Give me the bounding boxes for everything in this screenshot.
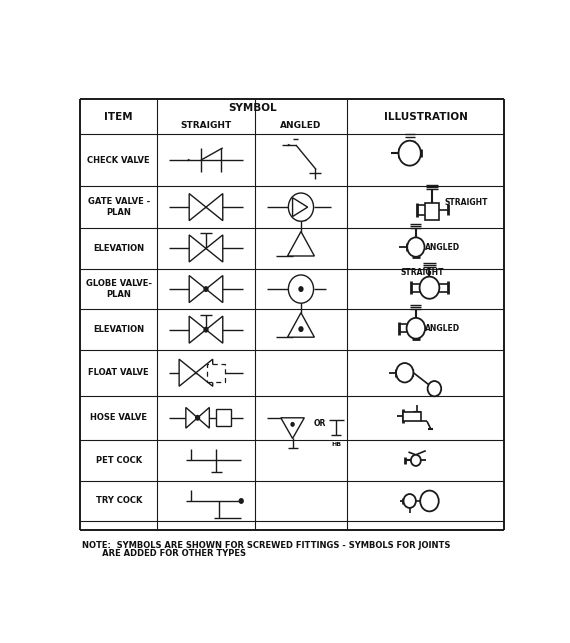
- Polygon shape: [198, 408, 209, 428]
- Text: ILLUSTRATION: ILLUSTRATION: [384, 112, 468, 122]
- Text: FLOAT VALVE: FLOAT VALVE: [88, 368, 149, 377]
- Text: ANGLED: ANGLED: [425, 242, 459, 251]
- Polygon shape: [189, 275, 206, 303]
- Polygon shape: [188, 159, 191, 161]
- Text: ELEVATION: ELEVATION: [93, 244, 144, 253]
- Bar: [216, 410, 231, 426]
- Polygon shape: [196, 359, 213, 386]
- Circle shape: [298, 286, 304, 292]
- Polygon shape: [288, 143, 291, 147]
- Text: STRAIGHT: STRAIGHT: [444, 199, 488, 208]
- Polygon shape: [287, 312, 315, 337]
- Polygon shape: [189, 316, 206, 343]
- Polygon shape: [206, 316, 223, 343]
- Circle shape: [288, 275, 314, 303]
- Circle shape: [290, 422, 295, 427]
- Circle shape: [411, 455, 421, 466]
- Text: PET COCK: PET COCK: [96, 456, 142, 465]
- Circle shape: [406, 318, 425, 339]
- Text: SYMBOL: SYMBOL: [228, 103, 276, 113]
- Circle shape: [396, 363, 413, 383]
- Text: ELEVATION: ELEVATION: [93, 325, 144, 334]
- Circle shape: [298, 326, 304, 332]
- Text: ANGLED: ANGLED: [425, 324, 459, 333]
- Circle shape: [239, 498, 244, 504]
- Polygon shape: [206, 194, 223, 221]
- Circle shape: [195, 415, 200, 421]
- Polygon shape: [287, 231, 315, 256]
- Polygon shape: [206, 275, 223, 303]
- Circle shape: [420, 491, 439, 511]
- Circle shape: [203, 286, 209, 292]
- Text: STRAIGHT: STRAIGHT: [180, 121, 231, 130]
- Polygon shape: [292, 197, 308, 217]
- Circle shape: [420, 276, 439, 299]
- Polygon shape: [281, 418, 304, 439]
- Bar: [404, 412, 421, 421]
- Circle shape: [203, 327, 209, 332]
- Polygon shape: [206, 235, 223, 262]
- Text: CHECK VALVE: CHECK VALVE: [87, 156, 150, 165]
- Text: ARE ADDED FOR OTHER TYPES: ARE ADDED FOR OTHER TYPES: [82, 549, 246, 558]
- Text: HOSE VALVE: HOSE VALVE: [90, 413, 147, 422]
- Polygon shape: [189, 235, 206, 262]
- Circle shape: [398, 141, 421, 166]
- Polygon shape: [179, 359, 196, 386]
- Text: GATE VALVE -
PLAN: GATE VALVE - PLAN: [88, 197, 150, 217]
- Bar: [425, 203, 439, 220]
- Text: OR: OR: [314, 419, 325, 428]
- Text: GLOBE VALVE-
PLAN: GLOBE VALVE- PLAN: [86, 279, 152, 299]
- Text: ITEM: ITEM: [104, 112, 133, 122]
- Circle shape: [404, 494, 416, 508]
- Bar: [207, 364, 225, 382]
- Text: ANGLED: ANGLED: [280, 121, 321, 130]
- Circle shape: [407, 237, 425, 257]
- Text: STRAIGHT: STRAIGHT: [400, 268, 444, 277]
- Text: NOTE:  SYMBOLS ARE SHOWN FOR SCREWED FITTINGS - SYMBOLS FOR JOINTS: NOTE: SYMBOLS ARE SHOWN FOR SCREWED FITT…: [82, 541, 451, 550]
- Text: TRY COCK: TRY COCK: [96, 496, 142, 505]
- Polygon shape: [189, 194, 206, 221]
- Circle shape: [288, 193, 314, 221]
- Circle shape: [428, 381, 441, 396]
- Text: HB: HB: [331, 442, 341, 447]
- Polygon shape: [186, 408, 198, 428]
